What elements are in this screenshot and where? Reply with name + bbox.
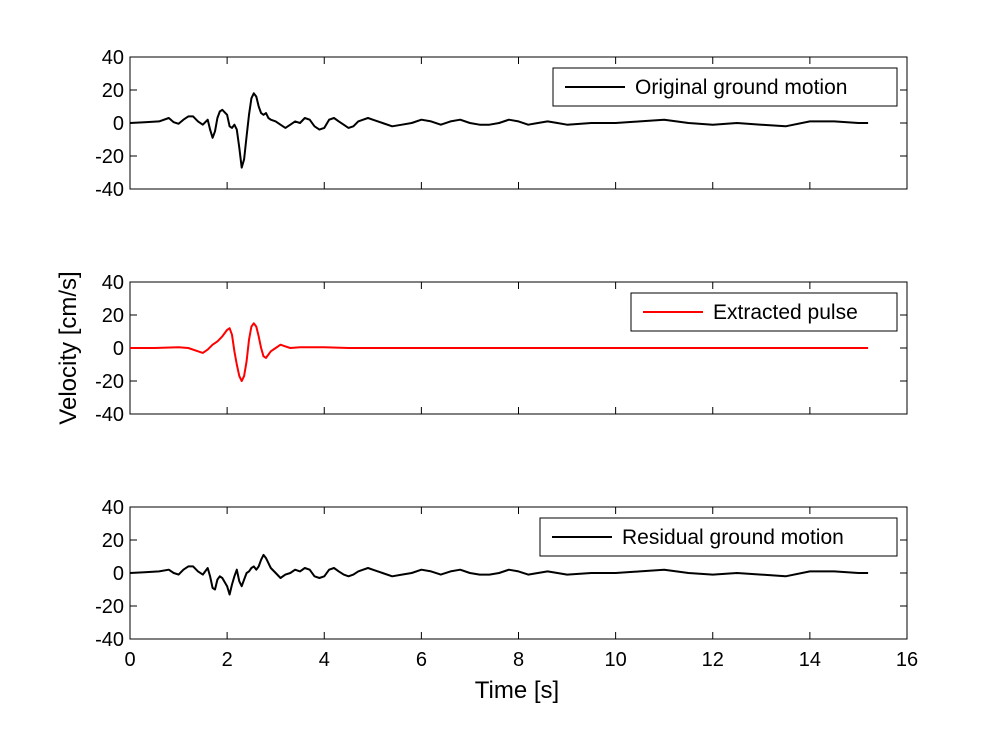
legend-entry-label: Original ground motion (635, 76, 847, 99)
y-tick-label: 40 (102, 497, 124, 519)
panel-middle: 40 20 0 -20 -40 Extracted pulse (95, 272, 908, 426)
y-tick-label: 0 (113, 563, 124, 585)
y-tick-label: 40 (102, 47, 124, 69)
x-tick-label: 6 (416, 649, 427, 671)
x-axis-label: Time [s] (475, 677, 559, 704)
series-line-bottom (129, 553, 869, 596)
y-tick-label: 20 (102, 530, 124, 552)
y-axis-label: Velocity [cm/s] (55, 271, 82, 424)
panel-top: 40 20 0 -20 -40 Original ground motion (95, 47, 908, 201)
y-tick-label: 20 (102, 305, 124, 327)
legend-bottom: Residual ground motion (539, 517, 898, 557)
legend-top: Original ground motion (552, 67, 898, 107)
x-tick-label: 10 (605, 649, 627, 671)
y-tick-label: 40 (102, 272, 124, 294)
y-tick-label: 20 (102, 80, 124, 102)
y-tick-label: -20 (95, 596, 124, 618)
y-tick-label: -40 (95, 179, 124, 201)
legend-middle: Extracted pulse (630, 292, 898, 332)
legend-entry-label: Residual ground motion (622, 526, 844, 549)
y-tick-label: -40 (95, 404, 124, 426)
legend-entry-label: Extracted pulse (713, 301, 858, 324)
x-tick-label: 14 (799, 649, 821, 671)
y-tick-label: 0 (113, 338, 124, 360)
y-tick-label: 0 (113, 113, 124, 135)
y-tick-label: -20 (95, 371, 124, 393)
series-line-top (129, 92, 869, 169)
x-tick-label: 4 (319, 649, 330, 671)
x-tick-label: 16 (896, 649, 918, 671)
y-tick-label: -20 (95, 146, 124, 168)
series-line-middle (130, 322, 869, 382)
x-tick-label: 12 (702, 649, 724, 671)
x-tick-label: 0 (124, 649, 135, 671)
x-tick-label: 2 (222, 649, 233, 671)
x-tick-label: 8 (513, 649, 524, 671)
y-tick-label: -40 (95, 629, 124, 651)
